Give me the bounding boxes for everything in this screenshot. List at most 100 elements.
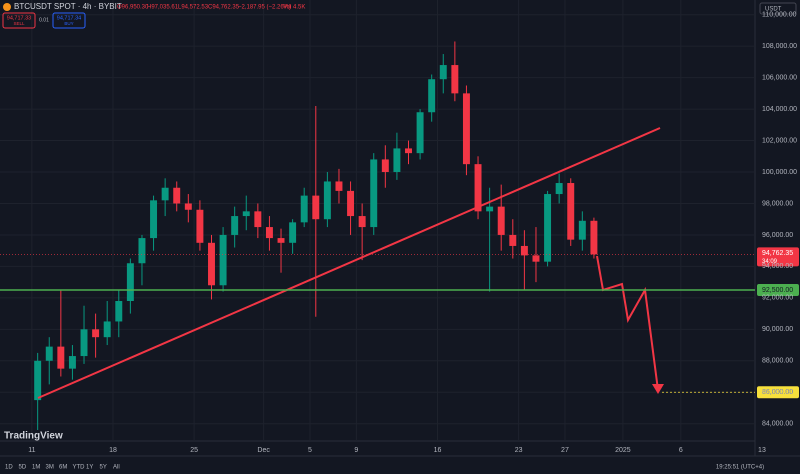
symbol-icon xyxy=(3,3,11,11)
countdown: 34:09 xyxy=(762,259,778,265)
candle-body xyxy=(497,206,505,235)
y-tick-label: 108,000.00 xyxy=(762,43,797,50)
candle-body xyxy=(57,346,65,369)
x-tick-label: 25 xyxy=(190,447,198,454)
last-price-label: 94,762.35 xyxy=(762,250,793,257)
candle-body xyxy=(173,187,181,204)
candle-body xyxy=(335,181,343,191)
candle-body xyxy=(370,159,378,228)
candle-body xyxy=(323,181,331,220)
candle-body xyxy=(126,263,134,302)
candle-body xyxy=(555,183,563,195)
candle-body xyxy=(358,216,366,228)
range-button[interactable]: 5D xyxy=(19,465,27,471)
arrow-head xyxy=(652,384,664,394)
candle-body xyxy=(150,200,158,239)
candle-body xyxy=(405,148,412,154)
candle-body xyxy=(161,187,169,201)
projection-arrow xyxy=(596,255,659,391)
ohlc-change: −2,187.95 (−2.26%) xyxy=(238,5,291,11)
y-tick-label: 110,000.00 xyxy=(762,12,797,19)
x-tick-label: 9 xyxy=(354,447,358,454)
x-tick-label: 13 xyxy=(758,447,766,454)
candle-body xyxy=(277,238,285,243)
candle-body xyxy=(532,255,540,262)
x-tick-label: 11 xyxy=(28,447,35,454)
y-tick-label: 92,000.00 xyxy=(762,295,793,302)
candle-body xyxy=(474,164,482,212)
range-button[interactable]: YTD xyxy=(73,465,86,471)
currency-box[interactable] xyxy=(759,2,797,15)
candle-body xyxy=(312,195,320,220)
candle-body xyxy=(242,211,250,217)
sell-price: 94,717.33 xyxy=(7,15,31,21)
x-tick-label: 23 xyxy=(515,447,523,454)
range-button[interactable]: 5Y xyxy=(100,465,107,471)
candle-body xyxy=(92,329,100,338)
candle-body xyxy=(578,220,586,240)
range-button[interactable]: 1Y xyxy=(86,465,93,471)
currency: USDT xyxy=(765,7,782,13)
y-tick-label: 90,000.00 xyxy=(762,326,793,333)
symbol: BTCUSDT SPOT · 4h · BYBIT xyxy=(14,2,122,11)
candle-body xyxy=(208,242,215,286)
buy-label: BUY xyxy=(64,21,73,26)
y-tick-label: 96,000.00 xyxy=(762,232,793,239)
logo: TradingView xyxy=(4,431,63,442)
last-price-box xyxy=(757,247,799,267)
ohlc-high: H97,035.61 xyxy=(147,5,179,11)
candle-body xyxy=(289,222,297,243)
buy-button[interactable] xyxy=(52,12,86,29)
candle-body xyxy=(68,356,76,369)
candle-body xyxy=(184,203,192,210)
level-label: 86,000.00 xyxy=(762,389,793,396)
candle-body xyxy=(231,216,239,235)
volume: Vol 4.5K xyxy=(283,5,305,11)
candle-body xyxy=(103,321,111,338)
candle-body xyxy=(590,220,598,255)
y-tick-label: 94,000.00 xyxy=(762,263,793,270)
sell-button[interactable] xyxy=(2,12,36,29)
candle-body xyxy=(138,238,146,264)
candle-body xyxy=(115,301,123,322)
x-tick-label: 16 xyxy=(434,447,442,454)
sell-label: SELL xyxy=(13,21,25,26)
candle-body xyxy=(462,93,470,165)
range-button[interactable]: 1M xyxy=(32,465,40,471)
y-tick-label: 84,000.00 xyxy=(762,421,793,428)
candle-body xyxy=(451,65,459,94)
candle-body xyxy=(381,159,389,173)
range-button[interactable]: All xyxy=(113,465,120,471)
candle-body xyxy=(34,360,42,401)
spread: 0.01 xyxy=(39,17,49,23)
y-tick-label: 102,000.00 xyxy=(762,137,797,144)
range-button[interactable]: 1D xyxy=(5,465,13,471)
ohlc-low: L94,572.53 xyxy=(178,5,209,11)
buy-price: 94,717.34 xyxy=(57,15,81,21)
candle-body xyxy=(393,148,401,173)
candle-body xyxy=(45,346,53,361)
candle-body xyxy=(486,206,494,212)
y-tick-label: 86,000.00 xyxy=(762,389,793,396)
candle-body xyxy=(265,227,273,239)
candle-body xyxy=(219,234,227,286)
x-tick-label: 27 xyxy=(561,447,569,454)
candle-body xyxy=(520,245,528,256)
ohlc-open: O96,950.30 xyxy=(117,5,149,11)
candle-body xyxy=(196,209,204,243)
candle-body xyxy=(439,65,447,80)
range-button[interactable]: 3M xyxy=(46,465,54,471)
x-tick-label: 5 xyxy=(308,447,312,454)
ohlc-close: C94,762.35 xyxy=(208,5,240,11)
range-button[interactable]: 6M xyxy=(59,465,67,471)
y-tick-label: 106,000.00 xyxy=(762,74,797,81)
clock: 19:25:51 (UTC+4) xyxy=(716,465,764,471)
level-box xyxy=(757,283,799,296)
y-tick-label: 88,000.00 xyxy=(762,358,793,365)
candle-body xyxy=(300,195,308,223)
x-tick-label: 18 xyxy=(109,447,117,454)
candle-body xyxy=(416,112,424,154)
y-tick-label: 104,000.00 xyxy=(762,106,797,113)
level-label: 92,500.00 xyxy=(762,287,793,294)
y-tick-label: 100,000.00 xyxy=(762,169,797,176)
